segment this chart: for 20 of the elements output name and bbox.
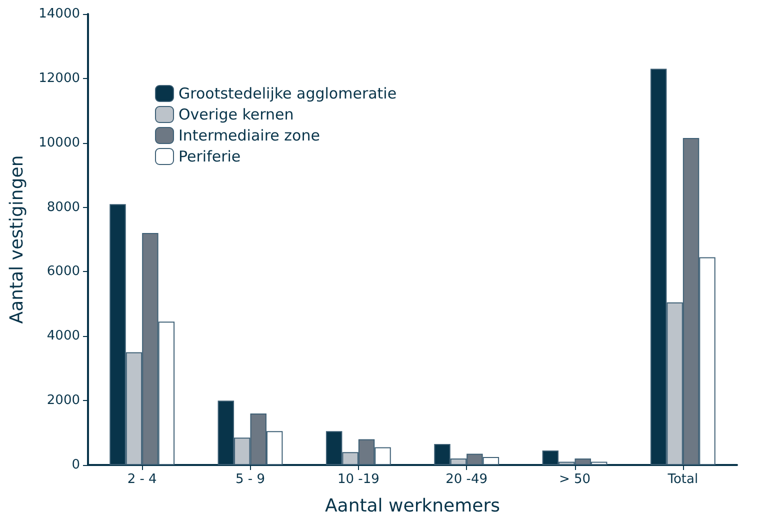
y-tick-label: 8000 (46, 200, 80, 215)
x-tick-label: 10 -19 (337, 472, 380, 487)
y-tick-label: 4000 (46, 328, 80, 344)
y-tick-label: 14000 (38, 6, 80, 22)
y-axis-title: Aantal vestigingen (6, 155, 28, 324)
x-axis-title: Aantal werknemers (324, 496, 500, 516)
legend-label: Periferie (178, 148, 241, 166)
y-tick-label: 6000 (46, 264, 80, 280)
x-tick-label: 5 - 9 (236, 472, 265, 487)
x-tick-label: > 50 (558, 472, 591, 487)
legend-label: Overige kernen (178, 106, 294, 124)
legend-label: Intermediaire zone (178, 126, 320, 144)
x-tick-label: Total (666, 472, 698, 487)
x-tick-label: 2 - 4 (127, 472, 157, 487)
y-tick-label: 10000 (38, 135, 80, 150)
legend-label: Grootstedelijke agglomeratie (178, 84, 397, 102)
y-tick-label: 0 (72, 458, 80, 472)
y-tick-label: 12000 (38, 70, 80, 86)
y-tick-label: 2000 (46, 393, 80, 408)
x-tick-label: 20 -49 (446, 472, 488, 487)
